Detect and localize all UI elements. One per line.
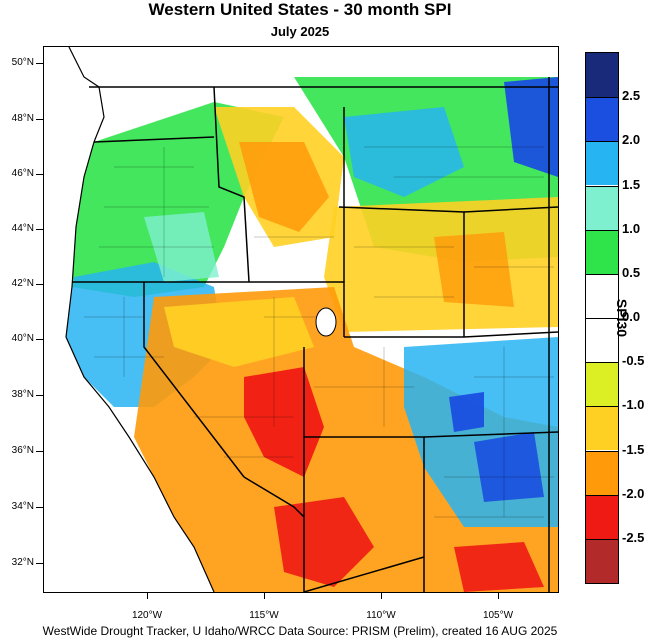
lat-tick xyxy=(36,339,43,340)
spi-map-canvas xyxy=(44,47,558,592)
lon-tick xyxy=(147,592,148,599)
colorbar-segment xyxy=(586,273,618,318)
lon-tick xyxy=(264,592,265,599)
colorbar-segment xyxy=(586,318,618,363)
nevada-yellow-band xyxy=(164,297,314,367)
colorbar-tick-label: 0.5 xyxy=(622,264,641,280)
lon-label-110w: 110°W xyxy=(366,610,396,621)
lat-tick xyxy=(36,563,43,564)
colorbar-tick-label: -1.5 xyxy=(622,441,645,457)
colorbar-segment xyxy=(586,53,618,98)
wyoming-orange-patch xyxy=(434,232,514,307)
lat-tick xyxy=(36,63,43,64)
lat-label-50n: 50°N xyxy=(11,57,34,68)
lat-label-40n: 40°N xyxy=(11,333,34,344)
colorbar-tick-label: 2.0 xyxy=(622,132,641,148)
nm-extreme-patch xyxy=(454,542,544,592)
lon-label-105w: 105°W xyxy=(482,610,514,621)
colorbar-tick-label: 2.5 xyxy=(622,88,641,104)
colorbar-segment xyxy=(586,229,618,274)
lat-label-38n: 38°N xyxy=(11,389,34,400)
colorbar-tick-label: 1.0 xyxy=(622,220,641,236)
lon-tick xyxy=(498,592,499,599)
colorbar-segment xyxy=(586,97,618,142)
great-salt-lake xyxy=(315,307,337,337)
map-footer: WestWide Drought Tracker, U Idaho/WRCC D… xyxy=(42,624,558,638)
county-borders xyxy=(84,146,554,518)
colorado-deep-blue xyxy=(449,392,484,432)
nm-deep-blue xyxy=(474,432,544,502)
lat-tick xyxy=(36,395,43,396)
colorbar-tick-label: -2.0 xyxy=(622,485,645,501)
lon-label-120w: 120°W xyxy=(131,610,163,621)
lat-label-32n: 32°N xyxy=(11,557,34,568)
colorbar-tick-label: 1.5 xyxy=(622,176,641,192)
map-subtitle: July 2025 xyxy=(270,24,330,39)
spi-colorbar xyxy=(585,52,619,584)
lat-label-48n: 48°N xyxy=(11,113,34,124)
lat-tick xyxy=(36,507,43,508)
colorbar-segment xyxy=(586,450,618,495)
colorbar-segment xyxy=(586,362,618,407)
coastline xyxy=(65,47,215,592)
lat-label-36n: 36°N xyxy=(11,445,34,456)
idaho-orange-core xyxy=(239,142,329,232)
lat-label-42n: 42°N xyxy=(11,278,34,289)
lat-tick xyxy=(36,174,43,175)
colorbar-segment xyxy=(586,141,618,186)
colorbar-segment xyxy=(586,494,618,539)
colorbar-segment xyxy=(586,406,618,451)
colorbar-tick-label: -1.0 xyxy=(622,397,645,413)
montana-blue-patch xyxy=(344,107,464,197)
lat-tick xyxy=(36,119,43,120)
lat-tick xyxy=(36,451,43,452)
lat-tick xyxy=(36,229,43,230)
colorbar-title: SPI30 xyxy=(614,298,630,338)
colorbar-tick-label: 0.0 xyxy=(622,309,641,324)
lat-label-46n: 46°N xyxy=(11,168,34,179)
colorbar-tick-label: -0.5 xyxy=(622,353,645,369)
map-title: Western United States - 30 month SPI xyxy=(148,0,452,19)
ne-montana-deep-blue xyxy=(504,77,558,177)
lon-label-115w: 115°W xyxy=(249,610,279,621)
lat-label-44n: 44°N xyxy=(11,223,34,234)
lat-tick xyxy=(36,284,43,285)
pacific-ocean xyxy=(44,47,214,592)
lat-label-34n: 34°N xyxy=(11,501,34,512)
colorbar-tick-label: -2.5 xyxy=(622,529,645,545)
arizona-extreme-patch xyxy=(274,497,374,587)
colorbar-segment xyxy=(586,185,618,230)
state-borders xyxy=(72,77,558,592)
lon-tick xyxy=(381,592,382,599)
colorbar-segment xyxy=(586,538,618,583)
spi-map xyxy=(43,46,559,593)
